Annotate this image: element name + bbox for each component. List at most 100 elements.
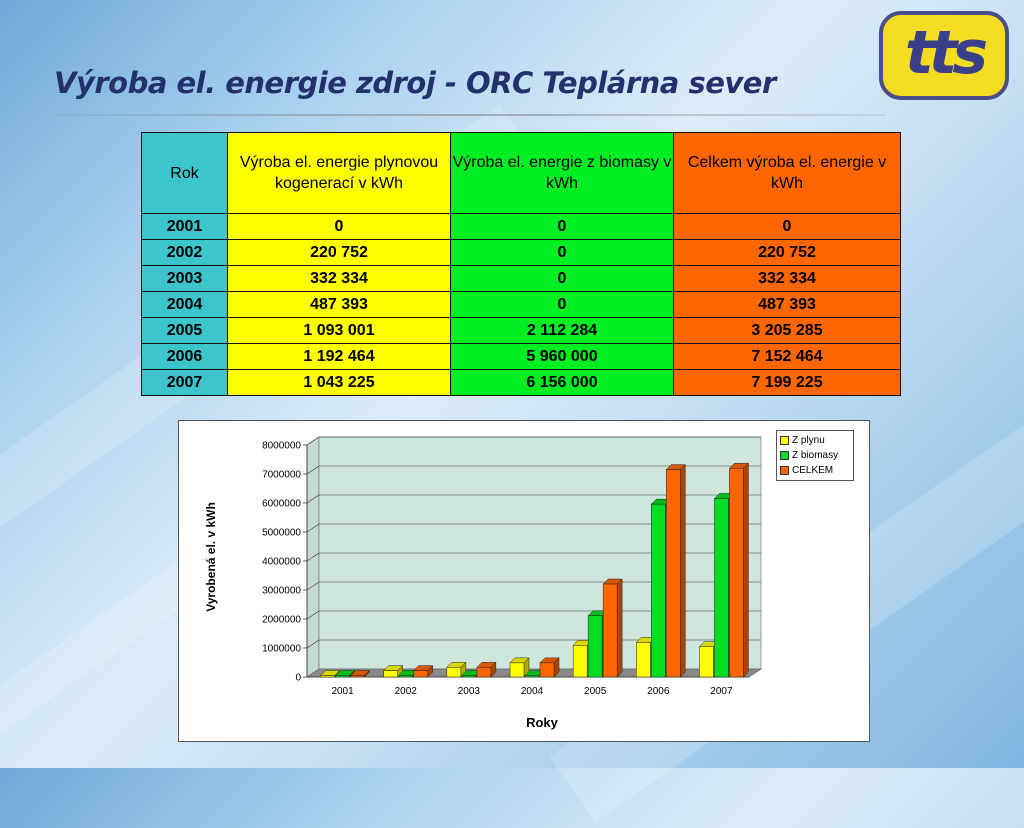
cell-rok: 2004 (141, 291, 228, 318)
table-row: 2003 332 334 0 332 334 (141, 265, 901, 292)
production-chart: 0 1000000 2000000 3000000 4000000 5000000 6000… (204, 436, 762, 730)
x-tick-label: 2007 (710, 686, 733, 697)
legend-label: Z biomasy (792, 450, 839, 461)
tts-logo: tts (879, 11, 1009, 100)
gridline (306, 494, 320, 504)
legend-item: Z biomasy (780, 448, 850, 463)
bar-side (743, 462, 749, 678)
bar (476, 667, 492, 678)
cell-biomasa: 0 (450, 265, 674, 292)
table-row: 2004 487 393 0 487 393 (141, 291, 901, 318)
cell-biomasa: 5 960 000 (450, 343, 674, 370)
bar (602, 583, 618, 678)
y-tick-label: 5000000 (262, 528, 301, 539)
cell-celkem: 3 205 285 (673, 317, 901, 344)
table-row: 2005 1 093 001 2 112 284 3 205 285 (141, 317, 901, 344)
cell-plyn: 0 (227, 213, 451, 240)
bar (699, 646, 714, 678)
cell-rok: 2006 (141, 343, 228, 370)
header-biomasa: Výroba el. energie z biomasy v kWh (450, 132, 674, 214)
gridline (306, 639, 320, 649)
slide-title: Výroba el. energie zdroj - ORC Teplárna … (54, 66, 776, 100)
chart-legend: Z plynu Z biomasy CELKEM (776, 430, 854, 481)
cell-plyn: 1 093 001 (227, 317, 451, 344)
title-divider (56, 114, 886, 116)
cell-rok: 2002 (141, 239, 228, 266)
y-tick-label: 6000000 (262, 499, 301, 510)
legend-label: Z plynu (792, 435, 825, 446)
bar (398, 675, 413, 678)
cell-rok: 2001 (141, 213, 228, 240)
gridline (306, 552, 320, 562)
legend-swatch (780, 436, 789, 445)
bar (729, 467, 744, 678)
bar (335, 675, 350, 678)
bar-side (680, 463, 686, 678)
cell-biomasa: 6 156 000 (450, 369, 674, 396)
header-plyn: Výroba el. energie plynovou kogenerací v… (227, 132, 451, 214)
y-tick-label: 3000000 (262, 586, 301, 597)
table-row: 2001 0 0 0 (141, 213, 901, 240)
cell-rok: 2003 (141, 265, 228, 292)
bar-side (616, 578, 623, 678)
table-row: 2002 220 752 0 220 752 (141, 239, 901, 266)
cell-biomasa: 0 (450, 291, 674, 318)
bar (666, 469, 681, 678)
bar (539, 662, 555, 678)
y-tick-label: 2000000 (262, 615, 301, 626)
chart-area: 0 1000000 2000000 3000000 4000000 5000000 6000… (178, 420, 870, 742)
y-tick-label: 7000000 (262, 470, 301, 481)
cell-plyn: 1 043 225 (227, 369, 451, 396)
y-tick-label: 0 (295, 673, 301, 684)
header-celkem: Celkem výroba el. energie v kWh (673, 132, 901, 214)
cell-celkem: 332 334 (673, 265, 901, 292)
cell-celkem: 0 (673, 213, 901, 240)
gridline (306, 523, 320, 533)
cell-biomasa: 2 112 284 (450, 317, 674, 344)
production-table: Rok Výroba el. energie plynovou kogenera… (141, 132, 901, 396)
table-row: 2006 1 192 464 5 960 000 7 152 464 (141, 343, 901, 370)
bar (636, 642, 651, 678)
legend-swatch (780, 451, 789, 460)
cell-celkem: 7 199 225 (673, 369, 901, 396)
legend-swatch (780, 466, 789, 475)
y-tick-label: 8000000 (262, 441, 301, 452)
legend-item: CELKEM (780, 463, 850, 478)
y-tick-label: 1000000 (262, 644, 301, 655)
bar (446, 667, 462, 678)
gridline (306, 581, 320, 591)
bar (350, 675, 365, 678)
table-row: 2007 1 043 225 6 156 000 7 199 225 (141, 369, 901, 396)
bar (383, 670, 398, 678)
legend-item: Z plynu (780, 433, 850, 448)
gridline (306, 436, 320, 446)
y-axis-title: Vyrobená el. v kWh (204, 502, 218, 612)
bar (714, 498, 729, 678)
gridline (306, 610, 320, 620)
cell-biomasa: 0 (450, 213, 674, 240)
cell-rok: 2007 (141, 369, 228, 396)
legend-label: CELKEM (792, 465, 834, 476)
logo-text: tts (904, 17, 988, 88)
bar (320, 675, 335, 678)
cell-celkem: 220 752 (673, 239, 901, 266)
y-tick-label: 4000000 (262, 557, 301, 568)
bar (524, 675, 540, 678)
x-tick-label: 2006 (647, 686, 670, 697)
cell-biomasa: 0 (450, 239, 674, 266)
bar (651, 503, 666, 678)
cell-plyn: 487 393 (227, 291, 451, 318)
bar (572, 645, 588, 678)
x-tick-label: 2004 (521, 686, 544, 697)
x-tick-label: 2005 (584, 686, 607, 697)
x-tick-label: 2002 (395, 686, 418, 697)
cell-plyn: 1 192 464 (227, 343, 451, 370)
bar (461, 675, 477, 678)
cell-rok: 2005 (141, 317, 228, 344)
cell-celkem: 487 393 (673, 291, 901, 318)
header-rok: Rok (141, 132, 228, 214)
bar (413, 670, 428, 678)
bar (509, 662, 525, 678)
x-tick-label: 2003 (458, 686, 481, 697)
bar (587, 615, 603, 678)
